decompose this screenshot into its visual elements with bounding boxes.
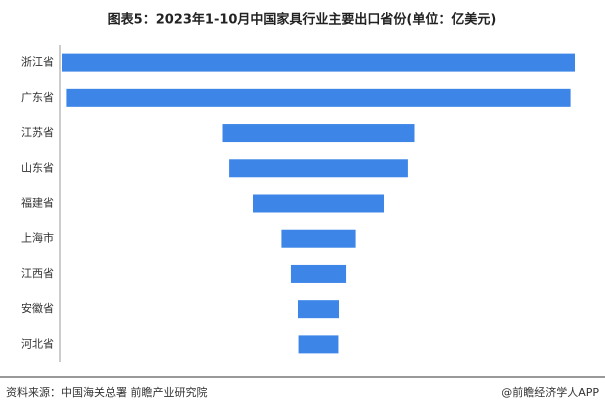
source: 资料来源：中国海关总署 前瞻产业研究院: [6, 385, 208, 399]
bar: [229, 159, 408, 178]
bar: [297, 300, 340, 319]
y-tick-label: 上海市: [21, 231, 54, 245]
y-tick-label: 山东省: [21, 161, 54, 174]
credit: @前瞻经济学人APP: [501, 385, 599, 399]
y-tick-label: 安徽省: [21, 301, 54, 315]
bar: [66, 88, 571, 107]
y-tick-label: 浙江省: [21, 56, 54, 69]
bar: [298, 335, 339, 354]
y-tick-label: 江苏省: [21, 126, 54, 139]
bar: [281, 229, 356, 248]
bar: [222, 124, 415, 143]
bar: [62, 53, 575, 72]
y-tick-label: 广东省: [21, 91, 54, 104]
chart-title: 图表5：2023年1-10月中国家具行业主要出口省份(单位：亿美元): [108, 12, 497, 28]
bar: [252, 194, 385, 213]
bar: [290, 264, 347, 283]
y-tick-label: 江西省: [21, 267, 54, 280]
y-tick-label: 福建省: [21, 196, 54, 210]
y-tick-label: 河北省: [21, 337, 54, 350]
